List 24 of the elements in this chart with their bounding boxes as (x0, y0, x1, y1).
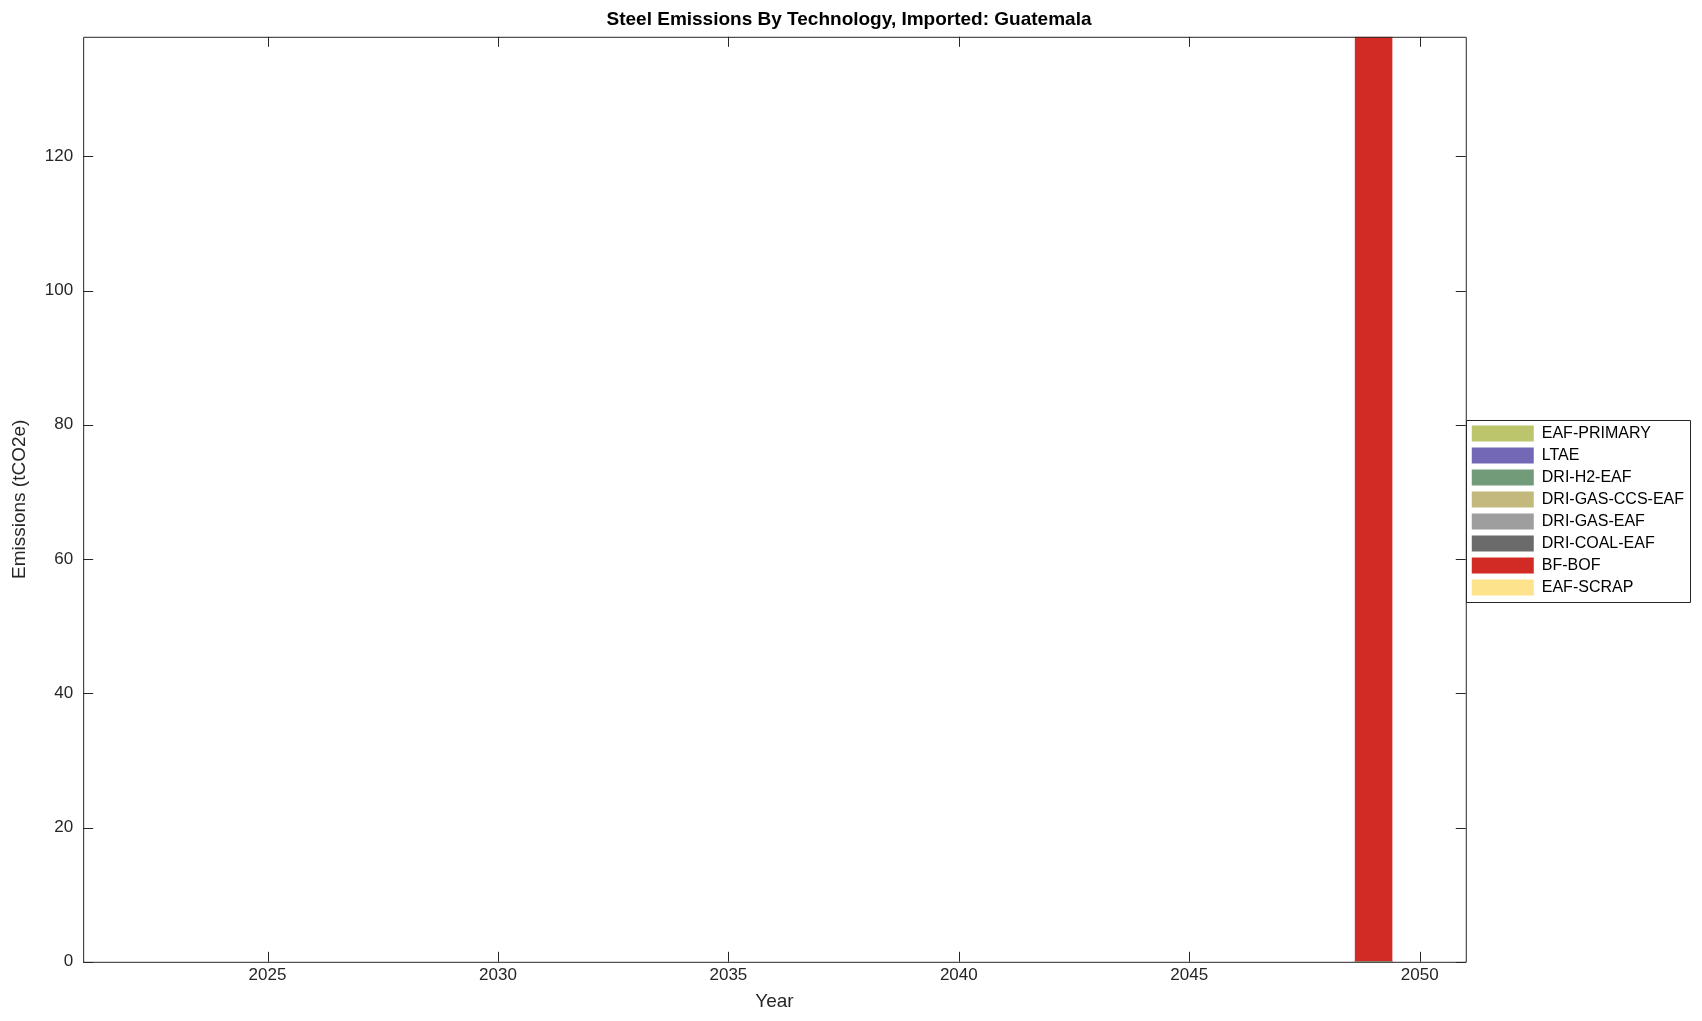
x-tick-label: 2035 (709, 964, 748, 984)
x-tick-label: 2030 (479, 964, 517, 984)
legend-label: DRI-H2-EAF (1541, 467, 1632, 485)
x-tick-label: 2040 (939, 964, 978, 984)
legend-label: DRI-COAL-EAF (1541, 533, 1655, 551)
y-tick-label: 100 (44, 280, 74, 300)
y-axis-title: Emissions (tCO2e) (7, 419, 29, 580)
y-tick-label: 80 (54, 414, 74, 434)
legend-label: LTAE (1541, 445, 1580, 463)
chart-title: Steel Emissions By Technology, Imported: Guatemala (606, 7, 1092, 29)
legend-label: EAF-PRIMARY (1541, 423, 1652, 441)
legend-label: DRI-GAS-CCS-EAF (1541, 489, 1685, 507)
x-axis-title: Year (755, 989, 795, 1011)
legend-label: BF-BOF (1541, 555, 1601, 573)
x-tick-label: 2025 (248, 964, 287, 984)
y-tick-label: 20 (54, 817, 74, 837)
legend-label: DRI-GAS-EAF (1541, 511, 1646, 529)
y-tick-label: 120 (44, 145, 74, 165)
y-tick-label: 40 (54, 682, 74, 702)
y-tick-label: 0 (63, 951, 74, 971)
x-tick-label: 2045 (1170, 964, 1209, 984)
y-tick-label: 60 (54, 548, 74, 568)
x-tick-label: 2050 (1400, 964, 1439, 984)
legend-label: EAF-SCRAP (1541, 577, 1634, 595)
